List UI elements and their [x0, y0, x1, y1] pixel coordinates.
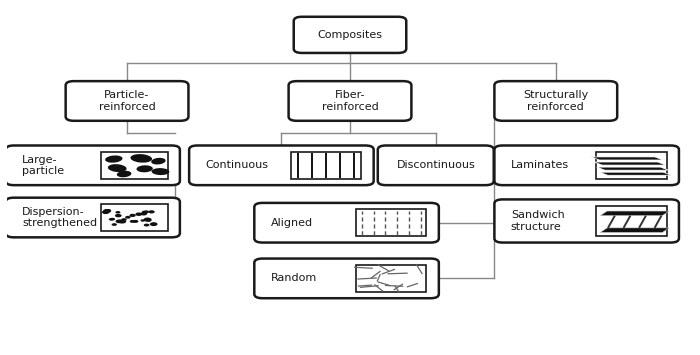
Circle shape	[109, 218, 115, 220]
FancyBboxPatch shape	[494, 146, 679, 185]
Circle shape	[144, 218, 152, 222]
Text: Random: Random	[271, 273, 317, 283]
Circle shape	[116, 211, 120, 214]
Polygon shape	[592, 157, 663, 160]
Circle shape	[125, 216, 131, 219]
Text: Dispersion-
strengthened: Dispersion- strengthened	[22, 207, 97, 228]
Text: Aligned: Aligned	[271, 218, 313, 228]
Circle shape	[130, 214, 136, 217]
Circle shape	[118, 219, 126, 224]
Circle shape	[148, 210, 155, 213]
Ellipse shape	[108, 164, 127, 172]
FancyBboxPatch shape	[494, 200, 679, 242]
FancyBboxPatch shape	[494, 81, 617, 121]
Circle shape	[116, 219, 123, 223]
FancyBboxPatch shape	[596, 152, 666, 179]
FancyBboxPatch shape	[596, 206, 666, 236]
FancyBboxPatch shape	[189, 146, 374, 185]
Circle shape	[106, 209, 111, 212]
FancyBboxPatch shape	[288, 81, 412, 121]
Text: Sandwich
structure: Sandwich structure	[511, 210, 565, 232]
Polygon shape	[600, 211, 669, 215]
Circle shape	[144, 211, 149, 213]
Ellipse shape	[130, 154, 152, 163]
FancyBboxPatch shape	[254, 203, 439, 242]
Ellipse shape	[152, 168, 169, 175]
Polygon shape	[600, 228, 669, 233]
FancyBboxPatch shape	[378, 146, 493, 185]
FancyBboxPatch shape	[254, 258, 439, 298]
Text: Continuous: Continuous	[206, 160, 269, 170]
Text: Discontinuous: Discontinuous	[396, 160, 475, 170]
Circle shape	[121, 218, 127, 221]
Circle shape	[102, 210, 109, 214]
Text: Fiber-
reinforced: Fiber- reinforced	[321, 90, 379, 112]
FancyBboxPatch shape	[356, 209, 426, 236]
Ellipse shape	[117, 171, 132, 177]
Circle shape	[115, 214, 122, 217]
Circle shape	[144, 224, 150, 226]
FancyBboxPatch shape	[102, 152, 167, 179]
FancyBboxPatch shape	[356, 265, 426, 292]
Ellipse shape	[151, 158, 166, 164]
Circle shape	[141, 219, 145, 222]
Circle shape	[111, 223, 117, 226]
FancyBboxPatch shape	[6, 198, 180, 237]
Circle shape	[103, 209, 111, 213]
FancyBboxPatch shape	[294, 17, 406, 53]
Text: Particle-
reinforced: Particle- reinforced	[99, 90, 155, 112]
Ellipse shape	[136, 165, 153, 172]
Text: Large-
particle: Large- particle	[22, 154, 64, 176]
FancyBboxPatch shape	[66, 81, 188, 121]
Polygon shape	[596, 167, 668, 170]
Polygon shape	[599, 172, 671, 175]
Circle shape	[141, 212, 147, 215]
Circle shape	[135, 213, 142, 216]
Polygon shape	[594, 162, 666, 165]
Text: Structurally
reinforced: Structurally reinforced	[523, 90, 589, 112]
Circle shape	[141, 211, 148, 214]
Circle shape	[132, 220, 139, 223]
Circle shape	[108, 218, 113, 220]
Text: Composites: Composites	[318, 30, 382, 40]
FancyBboxPatch shape	[102, 204, 167, 231]
Circle shape	[150, 222, 158, 226]
Circle shape	[130, 220, 135, 223]
Ellipse shape	[105, 155, 122, 163]
FancyBboxPatch shape	[6, 146, 180, 185]
FancyBboxPatch shape	[290, 152, 361, 179]
Circle shape	[146, 219, 151, 222]
Text: Laminates: Laminates	[511, 160, 569, 170]
